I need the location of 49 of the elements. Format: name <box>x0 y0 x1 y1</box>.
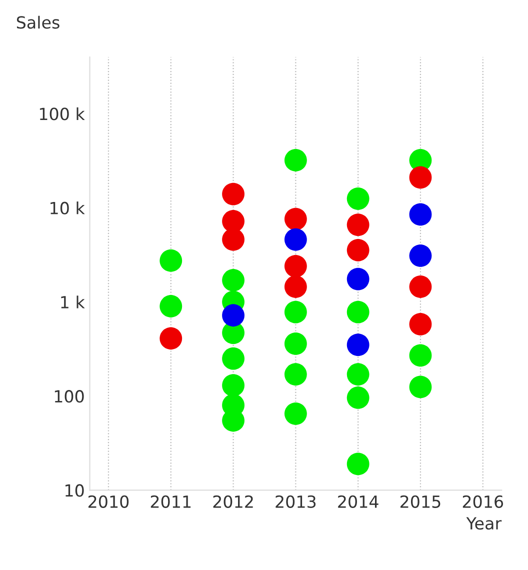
point <box>222 228 244 251</box>
y-tick-label: 10 k <box>50 201 85 214</box>
point <box>346 268 370 290</box>
point <box>409 344 432 367</box>
y-axis-title: Sales <box>16 16 60 29</box>
point <box>346 300 370 324</box>
x-tick-label: 2010 <box>88 495 129 508</box>
point <box>222 182 244 206</box>
point <box>346 334 370 356</box>
point <box>409 244 432 267</box>
y-tick-label: 1 k <box>61 296 85 308</box>
point <box>284 276 307 298</box>
point <box>284 332 307 355</box>
y-tick-label: 100 <box>54 390 84 403</box>
point <box>346 386 370 409</box>
point <box>222 304 244 327</box>
x-tick-label: 2014 <box>338 495 378 508</box>
point <box>409 166 432 189</box>
y-tick-label: 10 <box>66 484 84 497</box>
point <box>346 238 370 262</box>
point <box>222 374 244 397</box>
x-tick-label: 2015 <box>400 495 440 508</box>
point <box>409 276 432 298</box>
point <box>160 295 182 318</box>
x-axis-title: Year <box>466 517 502 530</box>
point <box>346 452 370 476</box>
point <box>346 214 370 236</box>
point <box>409 313 432 336</box>
point <box>284 208 307 230</box>
point <box>284 363 307 386</box>
x-tick-label: 2013 <box>276 495 316 508</box>
y-tick-label: 100 k <box>40 107 85 120</box>
point <box>284 402 307 425</box>
point <box>409 203 432 226</box>
point <box>346 187 370 210</box>
point <box>222 347 244 370</box>
point <box>409 376 432 398</box>
x-tick-label: 2012 <box>213 495 253 508</box>
point <box>284 254 307 278</box>
x-tick-label: 2016 <box>462 495 504 508</box>
point <box>284 300 307 324</box>
point <box>160 327 182 350</box>
x-tick-label: 2011 <box>150 495 191 508</box>
point <box>160 249 182 272</box>
point <box>284 149 307 172</box>
point <box>222 210 244 232</box>
point <box>284 228 307 251</box>
point <box>346 363 370 386</box>
point <box>222 269 244 292</box>
